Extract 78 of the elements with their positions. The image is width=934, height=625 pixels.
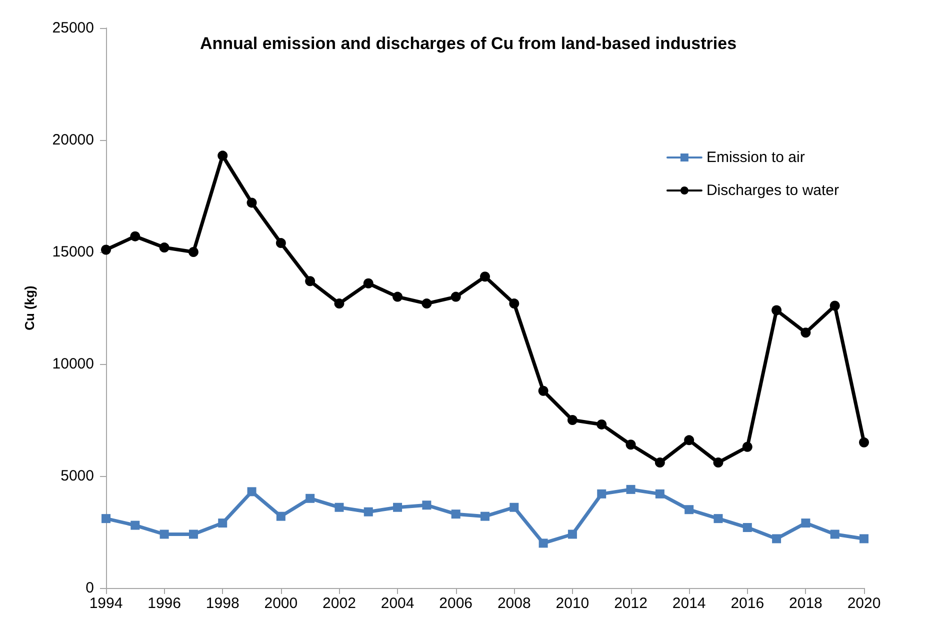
- point: [567, 415, 578, 425]
- point: [334, 502, 344, 512]
- x-tick-label: 2020: [847, 595, 881, 612]
- x-tick-label: 2016: [730, 595, 764, 612]
- point: [626, 440, 636, 450]
- point: [801, 518, 810, 528]
- point: [800, 328, 811, 338]
- point: [160, 530, 169, 539]
- x-tick-label: 1996: [148, 595, 181, 612]
- point: [830, 530, 840, 539]
- x-tick-label: 2002: [322, 595, 356, 612]
- point: [568, 530, 577, 539]
- point: [626, 484, 636, 494]
- point: [306, 494, 315, 503]
- x-tick-label: 2018: [789, 595, 822, 612]
- point: [538, 386, 548, 396]
- point: [684, 505, 694, 514]
- point: [450, 292, 461, 302]
- point: [188, 530, 198, 539]
- point: [247, 487, 256, 496]
- point: [451, 510, 460, 519]
- point: [363, 278, 374, 288]
- point: [480, 272, 490, 282]
- x-tick-label: 2006: [439, 595, 473, 612]
- point: [218, 150, 228, 161]
- point: [772, 534, 782, 544]
- point: [246, 198, 257, 208]
- point: [509, 298, 520, 309]
- point: [422, 500, 432, 510]
- point: [130, 231, 140, 242]
- y-tick-label: 25000: [52, 20, 94, 36]
- point: [742, 523, 752, 532]
- point: [393, 502, 402, 512]
- point: [538, 538, 548, 548]
- point: [772, 305, 782, 316]
- point: [510, 502, 519, 512]
- point: [596, 419, 607, 430]
- point: [713, 458, 724, 468]
- x-tick-label: 2010: [556, 595, 590, 612]
- y-tick-label: 10000: [52, 356, 94, 372]
- point: [334, 298, 344, 309]
- x-tick-label: 2000: [264, 595, 298, 612]
- point: [218, 518, 228, 528]
- point: [305, 276, 316, 286]
- point: [597, 489, 606, 498]
- point: [480, 512, 490, 521]
- point: [392, 292, 403, 302]
- legend-label: Discharges to water: [706, 182, 840, 199]
- point: [130, 520, 140, 530]
- legend-label: Emission to air: [706, 149, 805, 166]
- point: [714, 514, 723, 524]
- y-tick-label: 20000: [52, 132, 94, 148]
- point: [276, 512, 286, 521]
- point: [422, 298, 432, 309]
- y-tick-label: 15000: [52, 244, 94, 260]
- x-tick-label: 1994: [89, 595, 123, 612]
- x-tick-label: 2004: [380, 595, 414, 612]
- point: [188, 247, 198, 257]
- y-tick-label: 0: [86, 580, 94, 596]
- point: [655, 489, 664, 498]
- chart-title: Annual emission and discharges of Cu from land-based industries: [200, 34, 737, 53]
- point: [364, 507, 373, 516]
- point: [830, 300, 840, 311]
- point: [102, 514, 110, 524]
- point: [654, 458, 665, 468]
- x-tick-label: 2012: [614, 595, 648, 612]
- x-tick-label: 2014: [672, 595, 706, 612]
- y-axis-title: Cu (kg): [22, 286, 37, 330]
- point: [159, 242, 170, 253]
- point: [860, 534, 868, 544]
- point: [276, 238, 286, 248]
- point: [859, 437, 869, 448]
- point: [742, 442, 752, 452]
- y-tick-label: 5000: [60, 468, 94, 484]
- x-tick-label: 1998: [206, 595, 240, 612]
- point: [101, 244, 111, 255]
- point: [684, 435, 694, 446]
- x-tick-label: 2008: [497, 595, 531, 612]
